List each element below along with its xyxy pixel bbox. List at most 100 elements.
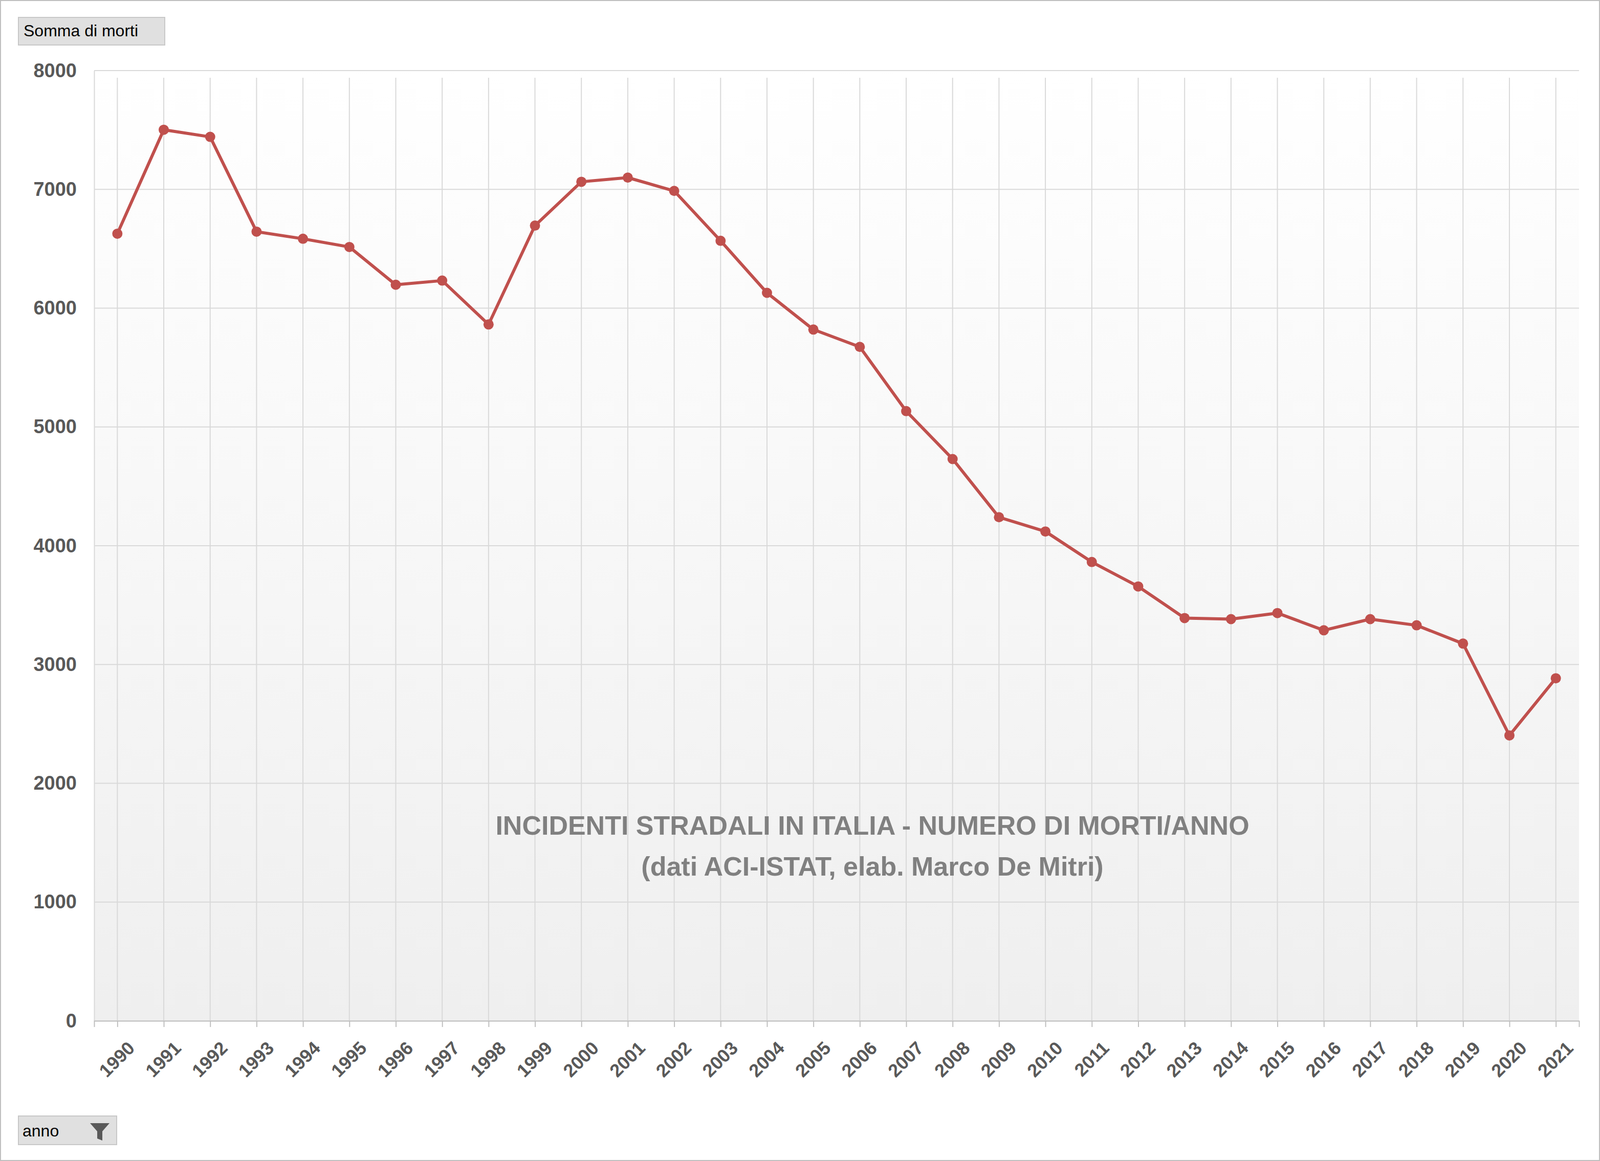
value-field-button[interactable]: Somma di morti <box>18 17 165 46</box>
y-tick: 3000 <box>33 653 95 676</box>
series <box>112 124 1561 741</box>
x-tick-label: 2013 <box>1162 1037 1207 1082</box>
x-tick: 2014 <box>1208 1021 1253 1082</box>
y-tick-label: 5000 <box>33 415 77 438</box>
x-tick-label: 1998 <box>466 1037 511 1082</box>
x-tick: 2004 <box>744 1021 789 1082</box>
y-axis: 010002000300040005000600070008000 <box>33 59 95 1033</box>
x-tick-mark <box>1277 1021 1279 1028</box>
x-tick-label: 2004 <box>744 1037 789 1082</box>
plot-background <box>94 70 1580 1022</box>
marker <box>344 242 355 253</box>
marker <box>1132 581 1144 593</box>
y-tick-label: 1000 <box>33 891 77 913</box>
grid-line <box>1369 77 1371 1022</box>
x-tick-label: 2010 <box>1022 1037 1067 1082</box>
x-tick-label: 1994 <box>280 1037 325 1082</box>
subtitle: (dati ACI-ISTAT, elab. Marco De Mitri) <box>641 851 1104 882</box>
grid-line <box>1137 77 1139 1022</box>
x-tick-mark <box>1416 1021 1418 1028</box>
x-tick-label: 2016 <box>1301 1037 1346 1082</box>
x-tick: 2018 <box>1394 1021 1439 1082</box>
marker <box>1457 638 1468 649</box>
x-label[interactable]: anno <box>22 1122 59 1141</box>
x-tick-mark <box>302 1021 304 1028</box>
x-tick-mark <box>1091 1021 1093 1028</box>
x-tick-mark <box>348 1021 350 1028</box>
grid-line <box>488 77 490 1022</box>
x-tick-label: 1991 <box>141 1037 186 1082</box>
x-tick: 2013 <box>1162 1021 1207 1082</box>
marker <box>251 226 262 237</box>
x-tick-label: 1996 <box>373 1037 418 1082</box>
x-tick-mark <box>1184 1021 1186 1028</box>
x-tick-mark <box>1508 1021 1510 1028</box>
grid-line <box>580 77 582 1022</box>
marker <box>808 324 819 335</box>
x-tick: 2002 <box>651 1021 696 1082</box>
x-tick-label: 2007 <box>883 1037 928 1082</box>
x-axis: 1990199119921993199419951996199719981999… <box>94 1021 1580 1082</box>
marker <box>530 220 541 231</box>
grid-line <box>441 77 443 1022</box>
marker <box>1550 673 1562 684</box>
x-tick-label: 2021 <box>1533 1037 1578 1082</box>
x-axis-line <box>94 1021 1580 1028</box>
marker <box>390 279 401 291</box>
x-tick-mark <box>534 1021 536 1028</box>
x-tick: 2016 <box>1301 1021 1346 1082</box>
marker <box>1504 730 1515 741</box>
x-tick: 2001 <box>605 1021 650 1082</box>
y-tick: 2000 <box>33 772 95 795</box>
x-tick-mark <box>1230 1021 1232 1028</box>
button-box[interactable] <box>18 1116 117 1146</box>
grid-line <box>94 902 1580 904</box>
y-tick-label: 3000 <box>33 653 77 676</box>
x-tick-mark <box>117 1021 119 1028</box>
grid-line <box>94 783 1580 785</box>
y-tick-label: 8000 <box>33 59 77 82</box>
x-tick: 1991 <box>141 1021 186 1082</box>
x-tick-label: 1997 <box>419 1037 464 1082</box>
y-tick-label: 4000 <box>33 535 77 557</box>
chart: 0100020003000400050006000700080001990199… <box>0 0 1600 1161</box>
grid-line <box>1230 77 1232 1022</box>
filter-icon[interactable] <box>90 1123 110 1142</box>
marker <box>1272 608 1283 619</box>
marker <box>205 132 216 143</box>
y-label[interactable]: Somma di morti <box>23 21 139 40</box>
x-tick-mark <box>952 1021 954 1028</box>
y-tick: 7000 <box>33 178 95 201</box>
x-tick: 2012 <box>1115 1021 1160 1082</box>
x-tick-label: 2000 <box>558 1037 603 1082</box>
x-tick: 2011 <box>1069 1021 1113 1082</box>
x-tick: 1990 <box>95 1021 140 1082</box>
x-tick-label: 2006 <box>837 1037 882 1082</box>
grid-line <box>1277 77 1279 1022</box>
marker <box>483 319 494 330</box>
x-tick: 1993 <box>234 1021 279 1082</box>
grid-line <box>94 664 1580 666</box>
x-tick-mark <box>581 1021 583 1028</box>
grid-line <box>1184 77 1186 1022</box>
button-box[interactable] <box>18 17 165 46</box>
grid <box>94 70 1580 1022</box>
x-tick: 2021 <box>1533 1021 1578 1082</box>
axis-field-button[interactable]: anno <box>18 1116 117 1146</box>
y-tick: 0 <box>66 1010 95 1033</box>
title: INCIDENTI STRADALI IN ITALIA - NUMERO DI… <box>495 811 1249 841</box>
y-tick: 8000 <box>33 59 95 82</box>
x-tick: 1998 <box>466 1021 511 1082</box>
x-tick-label: 2003 <box>697 1037 742 1082</box>
chart-frame <box>0 0 1600 1161</box>
x-tick-label: 1992 <box>187 1037 232 1082</box>
marker <box>436 275 448 287</box>
marker <box>669 185 680 196</box>
x-tick-label: 1993 <box>234 1037 279 1082</box>
marker <box>715 235 726 247</box>
y-tick-label: 2000 <box>33 772 77 795</box>
x-tick: 2015 <box>1255 1021 1300 1082</box>
x-tick-mark <box>1045 1021 1047 1028</box>
x-tick: 2000 <box>558 1021 603 1082</box>
x-tick: 2019 <box>1440 1021 1485 1082</box>
